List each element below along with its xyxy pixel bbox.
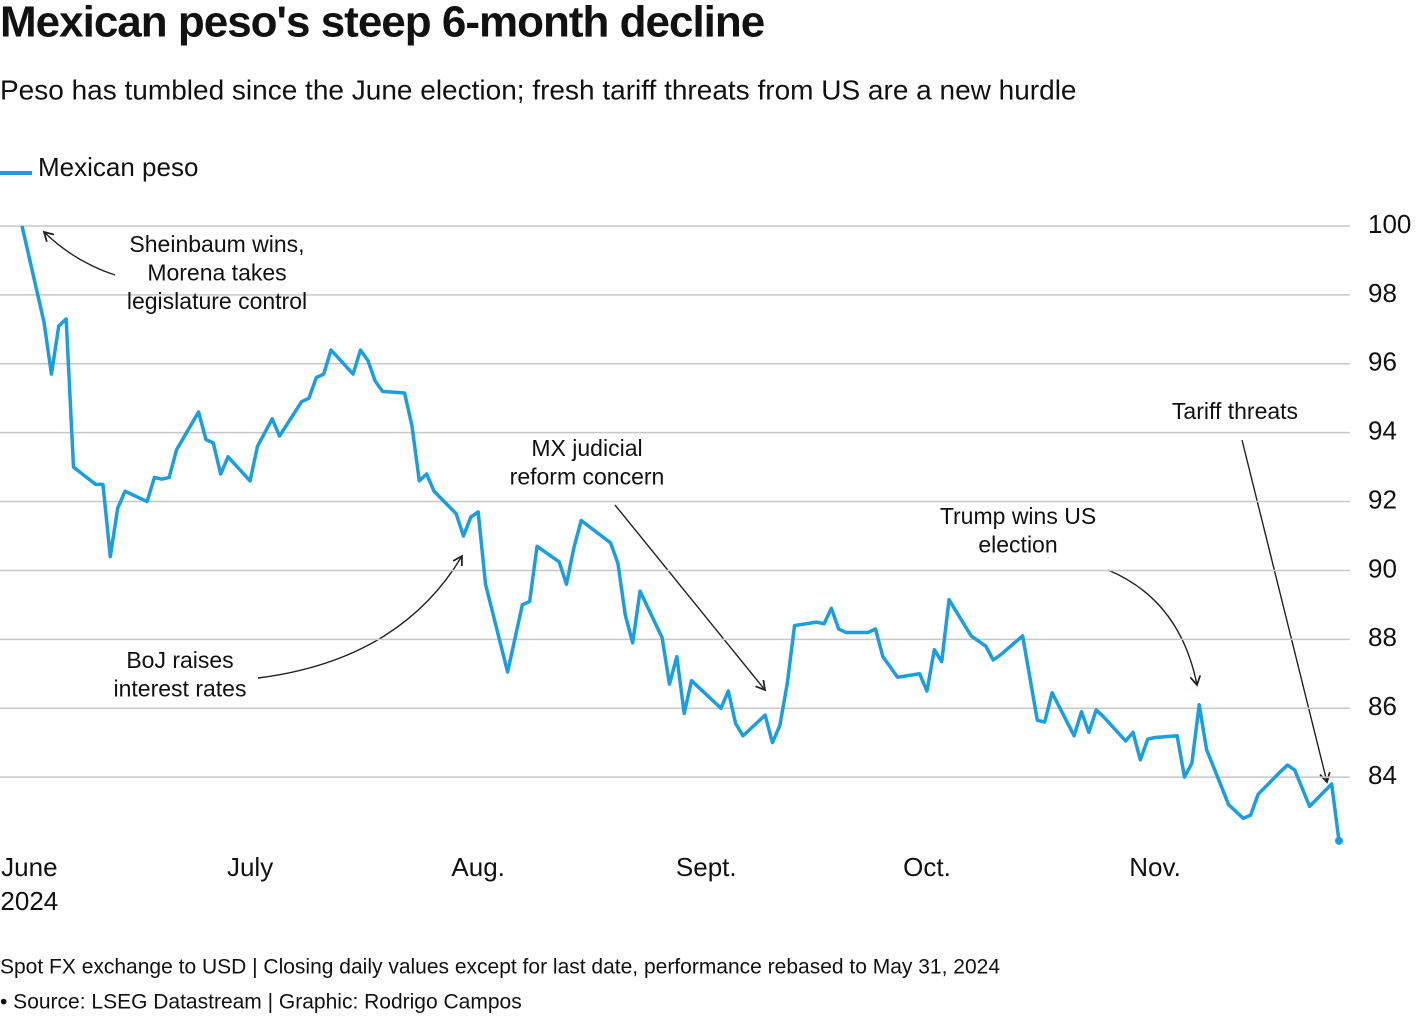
annotation: Trump wins US bbox=[940, 503, 1096, 529]
annotation: BoJ raises bbox=[126, 647, 233, 673]
y-tick-label: 84 bbox=[1368, 760, 1397, 790]
y-tick-label: 94 bbox=[1368, 416, 1397, 446]
y-tick-label: 92 bbox=[1368, 484, 1397, 514]
y-tick-label: 100 bbox=[1368, 209, 1411, 239]
x-tick-label: June bbox=[1, 852, 57, 882]
x-tick-label: July bbox=[227, 852, 273, 882]
annotation: Sheinbaum wins, bbox=[129, 231, 304, 257]
arrow bbox=[1107, 569, 1202, 687]
y-tick-label: 88 bbox=[1368, 622, 1397, 652]
annotation: reform concern bbox=[510, 464, 665, 490]
chart-subtitle: Peso has tumbled since the June election… bbox=[0, 74, 1077, 105]
legend-label: Mexican peso bbox=[38, 152, 198, 182]
annotation-arrows bbox=[42, 230, 1331, 784]
x-year-label: 2024 bbox=[0, 886, 58, 916]
arrow bbox=[1241, 439, 1331, 784]
annotation: election bbox=[978, 532, 1057, 558]
arrow bbox=[614, 504, 767, 692]
annotation: interest rates bbox=[114, 676, 247, 702]
footnote: Spot FX exchange to USD | Closing daily … bbox=[0, 956, 1000, 979]
x-tick-label: Nov. bbox=[1129, 852, 1181, 882]
x-tick-label: Oct. bbox=[903, 852, 951, 882]
arrow bbox=[257, 554, 463, 679]
arrow bbox=[42, 230, 116, 276]
chart-title: Mexican peso's steep 6-month decline bbox=[0, 0, 764, 47]
x-tick-label: Aug. bbox=[451, 852, 505, 882]
last-point bbox=[1335, 836, 1343, 845]
source: • Source: LSEG Datastream | Graphic: Rod… bbox=[0, 991, 522, 1014]
y-tick-label: 98 bbox=[1368, 278, 1397, 308]
series-line bbox=[20, 225, 1341, 842]
annotation: Morena takes bbox=[147, 260, 286, 286]
y-tick-label: 86 bbox=[1368, 691, 1397, 721]
annotation: MX judicial bbox=[531, 435, 642, 461]
y-tick-label: 96 bbox=[1368, 347, 1397, 377]
x-tick-label: Sept. bbox=[676, 852, 737, 882]
annotation: Tariff threats bbox=[1172, 398, 1298, 424]
y-tick-label: 90 bbox=[1368, 553, 1397, 583]
annotation: legislature control bbox=[127, 288, 307, 314]
